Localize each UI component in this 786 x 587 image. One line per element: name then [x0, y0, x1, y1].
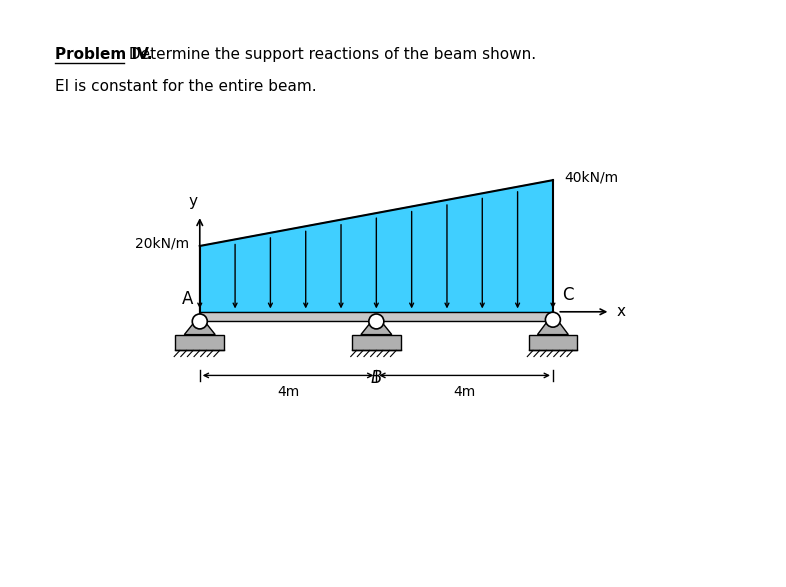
Text: 4m: 4m [454, 385, 476, 399]
Text: x: x [617, 304, 626, 319]
Text: Problem IV.: Problem IV. [55, 47, 152, 62]
Text: B: B [371, 369, 382, 387]
Polygon shape [185, 315, 215, 335]
Text: A: A [182, 291, 193, 308]
Text: 4m: 4m [277, 385, 299, 399]
Polygon shape [200, 312, 553, 322]
Polygon shape [538, 314, 568, 335]
Polygon shape [352, 335, 401, 350]
Polygon shape [200, 180, 553, 312]
Polygon shape [361, 315, 391, 335]
Circle shape [545, 312, 560, 327]
Text: C: C [563, 286, 574, 304]
Circle shape [193, 314, 208, 329]
Text: 20kN/m: 20kN/m [134, 237, 189, 251]
Text: 40kN/m: 40kN/m [564, 171, 618, 185]
Text: Determine the support reactions of the beam shown.: Determine the support reactions of the b… [124, 47, 536, 62]
Polygon shape [175, 335, 224, 350]
Polygon shape [529, 335, 577, 350]
Text: EI is constant for the entire beam.: EI is constant for the entire beam. [55, 79, 317, 95]
Text: y: y [189, 194, 197, 208]
Circle shape [369, 314, 384, 329]
